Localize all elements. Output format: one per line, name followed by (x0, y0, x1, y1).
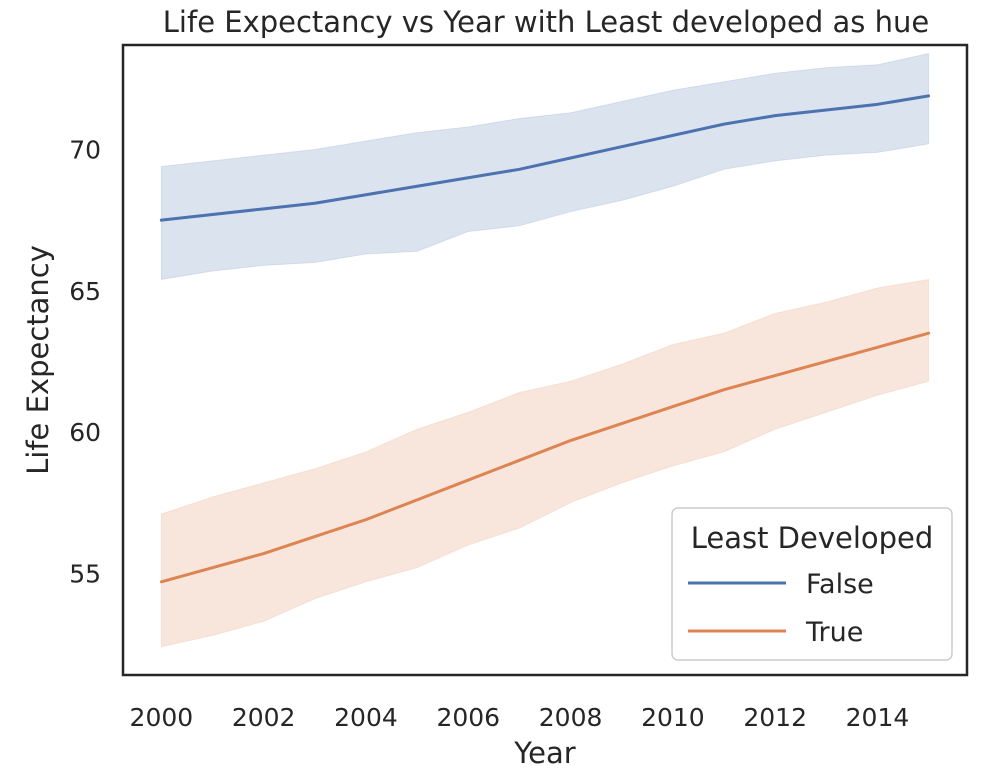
legend-title: Least Developed (691, 521, 934, 555)
x-axis-ticks: 2000 2002 2004 2006 2008 2010 2012 2014 (130, 703, 910, 732)
chart-title: Life Expectancy vs Year with Least devel… (163, 5, 929, 39)
legend: Least Developed False True (671, 507, 953, 661)
series-lines (159, 94, 931, 584)
legend-label-false: False (806, 569, 874, 600)
confidence-bands (160, 52, 930, 648)
confidence-band-true (160, 278, 930, 648)
y-axis-label: Life Expectancy (21, 245, 55, 475)
x-tick-label: 2008 (539, 703, 603, 732)
x-tick-label: 2006 (436, 703, 500, 732)
y-tick-label: 65 (69, 277, 101, 306)
x-tick-label: 2004 (334, 703, 398, 732)
x-tick-label: 2002 (232, 703, 296, 732)
y-tick-label: 55 (69, 559, 101, 588)
plot-area (159, 52, 931, 648)
legend-box (671, 507, 953, 661)
confidence-band-false (160, 52, 930, 281)
x-tick-label: 2012 (743, 703, 807, 732)
series-line-false (159, 94, 931, 222)
y-tick-label: 70 (69, 136, 101, 165)
legend-items: False True (688, 569, 874, 648)
x-axis-label: Year (513, 736, 575, 770)
series-line-true (159, 331, 931, 584)
y-axis-ticks: 55 60 65 70 (69, 136, 101, 589)
x-tick-label: 2014 (846, 703, 910, 732)
x-tick-label: 2000 (130, 703, 194, 732)
x-tick-label: 2010 (641, 703, 705, 732)
y-tick-label: 60 (69, 418, 101, 447)
legend-label-true: True (805, 617, 863, 648)
plot-frame (121, 43, 969, 677)
